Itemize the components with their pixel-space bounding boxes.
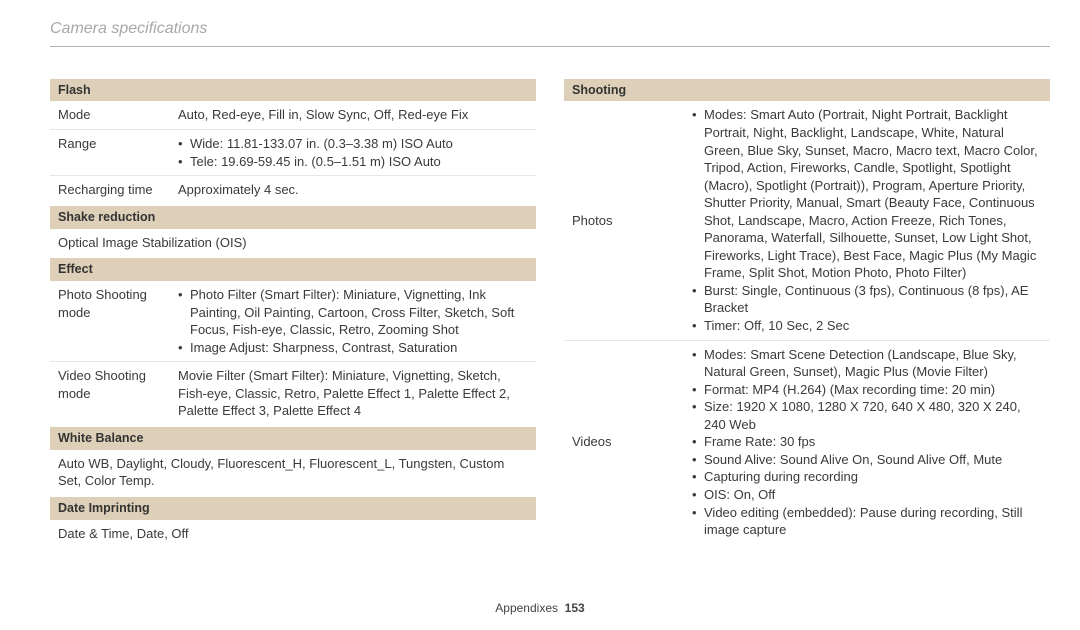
shooting-photos-label: Photos: [572, 106, 692, 334]
footer-label: Appendixes: [495, 601, 558, 615]
effect-photo-b1: Photo Filter (Smart Filter): Miniature, …: [178, 286, 528, 339]
shooting-videos-label: Videos: [572, 346, 692, 539]
flash-range-value: Wide: 11.81-133.07 in. (0.3–3.38 m) ISO …: [178, 135, 528, 170]
shooting-videos-b6: Capturing during recording: [692, 468, 1042, 486]
shooting-photos-row: Photos Modes: Smart Auto (Portrait, Nigh…: [564, 101, 1050, 340]
effect-photo-label: Photo Shooting mode: [58, 286, 178, 321]
shooting-videos-b7: OIS: On, Off: [692, 486, 1042, 504]
effect-video-row: Video Shooting mode Movie Filter (Smart …: [50, 362, 536, 425]
shake-value: Optical Image Stabilization (OIS): [58, 234, 528, 252]
shooting-videos-b4: Frame Rate: 30 fps: [692, 433, 1042, 451]
flash-range-row: Range Wide: 11.81-133.07 in. (0.3–3.38 m…: [50, 130, 536, 176]
right-column: Shooting Photos Modes: Smart Auto (Portr…: [564, 77, 1050, 548]
flash-mode-label: Mode: [58, 106, 178, 124]
effect-video-value: Movie Filter (Smart Filter): Miniature, …: [178, 367, 528, 420]
effect-photo-b2: Image Adjust: Sharpness, Contrast, Satur…: [178, 339, 528, 357]
flash-range-b1: Wide: 11.81-133.07 in. (0.3–3.38 m) ISO …: [178, 135, 528, 153]
shooting-photos-b3: Timer: Off, 10 Sec, 2 Sec: [692, 317, 1042, 335]
shooting-videos-b1: Modes: Smart Scene Detection (Landscape,…: [692, 346, 1042, 381]
shooting-videos-row: Videos Modes: Smart Scene Detection (Lan…: [564, 341, 1050, 544]
footer-page-number: 153: [565, 601, 585, 615]
shooting-videos-value: Modes: Smart Scene Detection (Landscape,…: [692, 346, 1042, 539]
effect-photo-value: Photo Filter (Smart Filter): Miniature, …: [178, 286, 528, 356]
flash-mode-value: Auto, Red-eye, Fill in, Slow Sync, Off, …: [178, 106, 528, 124]
footer: Appendixes 153: [0, 600, 1080, 616]
page-title: Camera specifications: [50, 18, 1050, 46]
effect-photo-row: Photo Shooting mode Photo Filter (Smart …: [50, 281, 536, 362]
shooting-photos-b2: Burst: Single, Continuous (3 fps), Conti…: [692, 282, 1042, 317]
left-column: Flash Mode Auto, Red-eye, Fill in, Slow …: [50, 77, 536, 548]
shake-header: Shake reduction: [50, 206, 536, 229]
flash-header: Flash: [50, 79, 536, 102]
shooting-videos-b5: Sound Alive: Sound Alive On, Sound Alive…: [692, 451, 1042, 469]
date-header: Date Imprinting: [50, 497, 536, 520]
date-row: Date & Time, Date, Off: [50, 520, 536, 548]
flash-recharge-value: Approximately 4 sec.: [178, 181, 528, 199]
effect-header: Effect: [50, 258, 536, 281]
shake-row: Optical Image Stabilization (OIS): [50, 229, 536, 257]
shooting-photos-value: Modes: Smart Auto (Portrait, Night Portr…: [692, 106, 1042, 334]
shooting-photos-b1: Modes: Smart Auto (Portrait, Night Portr…: [692, 106, 1042, 281]
shooting-videos-b3: Size: 1920 X 1080, 1280 X 720, 640 X 480…: [692, 398, 1042, 433]
flash-recharge-label: Recharging time: [58, 181, 178, 199]
date-value: Date & Time, Date, Off: [58, 525, 528, 543]
effect-video-label: Video Shooting mode: [58, 367, 178, 402]
flash-recharge-row: Recharging time Approximately 4 sec.: [50, 176, 536, 204]
title-rule: [50, 46, 1050, 47]
shooting-header: Shooting: [564, 79, 1050, 102]
flash-range-b2: Tele: 19.69-59.45 in. (0.5–1.51 m) ISO A…: [178, 153, 528, 171]
flash-range-label: Range: [58, 135, 178, 153]
wb-row: Auto WB, Daylight, Cloudy, Fluorescent_H…: [50, 450, 536, 495]
shooting-videos-b2: Format: MP4 (H.264) (Max recording time:…: [692, 381, 1042, 399]
wb-header: White Balance: [50, 427, 536, 450]
wb-value: Auto WB, Daylight, Cloudy, Fluorescent_H…: [58, 455, 528, 490]
flash-mode-row: Mode Auto, Red-eye, Fill in, Slow Sync, …: [50, 101, 536, 130]
shooting-videos-b8: Video editing (embedded): Pause during r…: [692, 504, 1042, 539]
page: Camera specifications Flash Mode Auto, R…: [0, 0, 1080, 630]
columns: Flash Mode Auto, Red-eye, Fill in, Slow …: [50, 77, 1050, 548]
